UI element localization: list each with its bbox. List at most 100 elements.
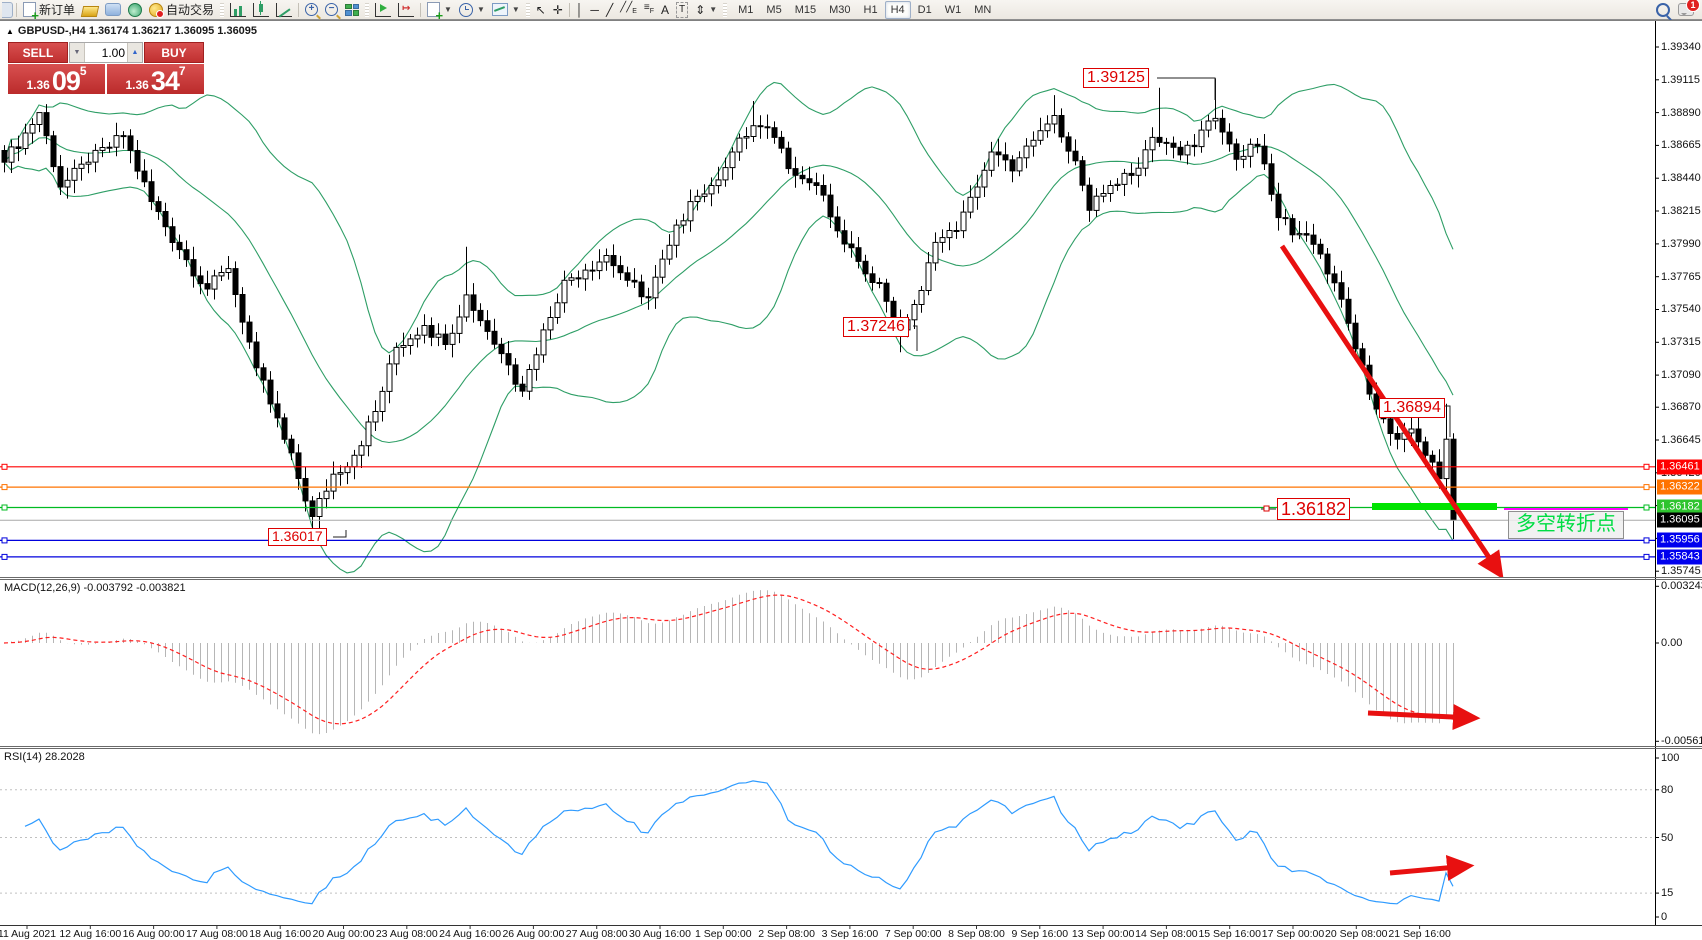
community-button[interactable] [102, 1, 124, 19]
dropdown-arrow-icon: ▼ [476, 5, 485, 14]
price-axis-box: 1.36095 [1657, 512, 1702, 528]
timeframe-H1[interactable]: H1 [863, 3, 878, 16]
sell-price-prefix: 1.36 [26, 78, 50, 92]
line-chart-icon [276, 2, 293, 18]
buy-price-big: 34 [150, 66, 180, 96]
time-axis-label: 21 Sep 16:00 [1388, 928, 1451, 940]
fibonacci-button[interactable]: ≡F [641, 1, 657, 19]
macd-label: MACD(12,26,9) -0.003792 -0.003821 [4, 582, 186, 594]
rsi-arrow [1389, 854, 1475, 881]
time-axis-label: 30 Aug 16:00 [629, 928, 691, 940]
new-order-icon [23, 2, 39, 21]
callout-connector [913, 325, 918, 351]
timeframe-M15[interactable]: M15 [794, 3, 817, 16]
price-axis-tick: 1.35745 [1661, 565, 1701, 578]
trendline-button[interactable]: ╱ [603, 1, 616, 19]
toolbar-drag-handle [365, 2, 370, 17]
horizontal-line-button[interactable]: ─ [587, 1, 602, 19]
rsi-panel [0, 780, 1655, 905]
channel-icon: ╱╱E [620, 1, 637, 15]
vertical-line-button[interactable]: │ [573, 1, 587, 19]
one-click-trading-panel: SELL ▼ ▲ BUY 1.36 09 5 1.36 34 7 [8, 42, 204, 96]
auto-scroll-button[interactable] [372, 1, 394, 19]
price-axis-tick: 1.36645 [1661, 433, 1701, 446]
clock-icon [458, 2, 473, 17]
arrows-button[interactable]: ⇕ ▼ [692, 1, 720, 19]
zoom-in-button[interactable]: + [302, 1, 321, 19]
text-icon: A [661, 2, 670, 17]
timeframe-MN[interactable]: MN [974, 3, 992, 16]
sell-price[interactable]: 1.36 09 5 [8, 64, 105, 96]
toolbar-drag-handle [525, 2, 530, 17]
chart-shift-button[interactable]: ↦ [395, 1, 417, 19]
line-chart-button[interactable] [273, 1, 295, 19]
time-axis-label: 17 Aug 08:00 [185, 928, 248, 940]
main-panel [0, 77, 1655, 577]
price-axis-box: 1.35956 [1657, 532, 1702, 548]
time-axis-label: 14 Sep 08:00 [1135, 928, 1198, 940]
search-icon[interactable] [1656, 2, 1670, 17]
text-button[interactable]: A [658, 1, 672, 19]
timeframe-bar: M1 M5 M15 M30 H1 H4 D1 W1 MN [732, 0, 997, 19]
price-axis-tick: 1.37315 [1661, 336, 1701, 349]
autotrading-button[interactable]: 自动交易 [146, 1, 217, 19]
collapse-arrow-icon: ▲ [6, 27, 14, 36]
candle-chart-button[interactable] [250, 0, 272, 19]
cursor-button[interactable]: ↖ [533, 1, 549, 19]
crosshair-button[interactable]: ✛ [550, 1, 566, 19]
fibonacci-icon: ≡F [643, 1, 655, 15]
time-axis-label: 23 Aug 08:00 [375, 928, 438, 940]
signals-button[interactable] [125, 1, 145, 19]
price-axis-box: 1.35843 [1657, 549, 1702, 565]
price-callout-label[interactable]: 1.37246 [843, 317, 909, 337]
periods-button[interactable]: ▼ [456, 1, 488, 19]
callout-connector [1443, 405, 1451, 437]
text-label-button[interactable]: T [673, 1, 691, 19]
indicators-button[interactable]: ▼ [424, 1, 455, 21]
time-axis-label: 3 Sep 16:00 [821, 928, 879, 940]
sell-button[interactable]: SELL [8, 42, 68, 63]
cloud-icon [105, 3, 122, 16]
buy-price[interactable]: 1.36 34 7 [107, 64, 204, 96]
cursor-icon: ↖ [535, 2, 546, 17]
rsi-label: RSI(14) 28.2028 [4, 751, 85, 763]
turning-point-annotation[interactable]: 多空转折点 [1508, 511, 1624, 539]
tile-windows-button[interactable] [342, 1, 362, 19]
volume-decrease-button[interactable]: ▼ [70, 43, 85, 62]
volume-input[interactable] [85, 43, 127, 62]
bollinger-middle [3, 137, 1454, 444]
macd-axis-tick: 0.00 [1661, 637, 1683, 649]
volume-increase-button[interactable]: ▲ [127, 43, 142, 62]
bar-chart-button[interactable] [227, 1, 249, 19]
price-axis-box: 1.36461 [1657, 459, 1702, 475]
templates-button[interactable]: ▼ [489, 1, 523, 19]
zoom-out-button[interactable]: − [322, 1, 341, 19]
price-callout-label[interactable]: 1.39125 [1083, 68, 1149, 88]
notifications-icon[interactable]: 1 [1678, 0, 1700, 16]
auto-scroll-icon [375, 2, 392, 17]
timeframe-M1[interactable]: M1 [738, 3, 754, 16]
time-axis-label: 20 Aug 00:00 [312, 928, 375, 940]
price-callout-label[interactable]: 1.36182 [1277, 498, 1351, 521]
indicators-icon [427, 2, 443, 21]
price-callout-label[interactable]: 1.36894 [1379, 398, 1445, 418]
channel-button[interactable]: ╱╱E [617, 1, 640, 19]
buy-button[interactable]: BUY [144, 42, 204, 63]
timeframe-M30[interactable]: M30 [829, 3, 851, 16]
sell-price-big: 09 [51, 66, 81, 96]
timeframe-W1[interactable]: W1 [944, 3, 962, 16]
timeframe-H4[interactable]: H4 [884, 0, 911, 19]
sell-price-sup: 5 [79, 64, 87, 78]
autotrading-icon [149, 2, 165, 18]
buy-price-sup: 7 [178, 64, 186, 78]
timeframe-D1[interactable]: D1 [917, 3, 932, 16]
symbol-ohlc-overlay: ▲ GBPUSD-,H4 1.36174 1.36217 1.36095 1.36… [6, 25, 257, 37]
bollinger-lower [3, 161, 1454, 574]
price-callout-label[interactable]: 1.36017 [268, 528, 327, 546]
new-order-button[interactable]: 新订单 [20, 1, 78, 21]
price-axis-tick: 1.37990 [1661, 237, 1701, 250]
time-scale[interactable] [0, 926, 1655, 940]
timeframe-M5[interactable]: M5 [766, 3, 782, 16]
template-icon [491, 3, 508, 16]
